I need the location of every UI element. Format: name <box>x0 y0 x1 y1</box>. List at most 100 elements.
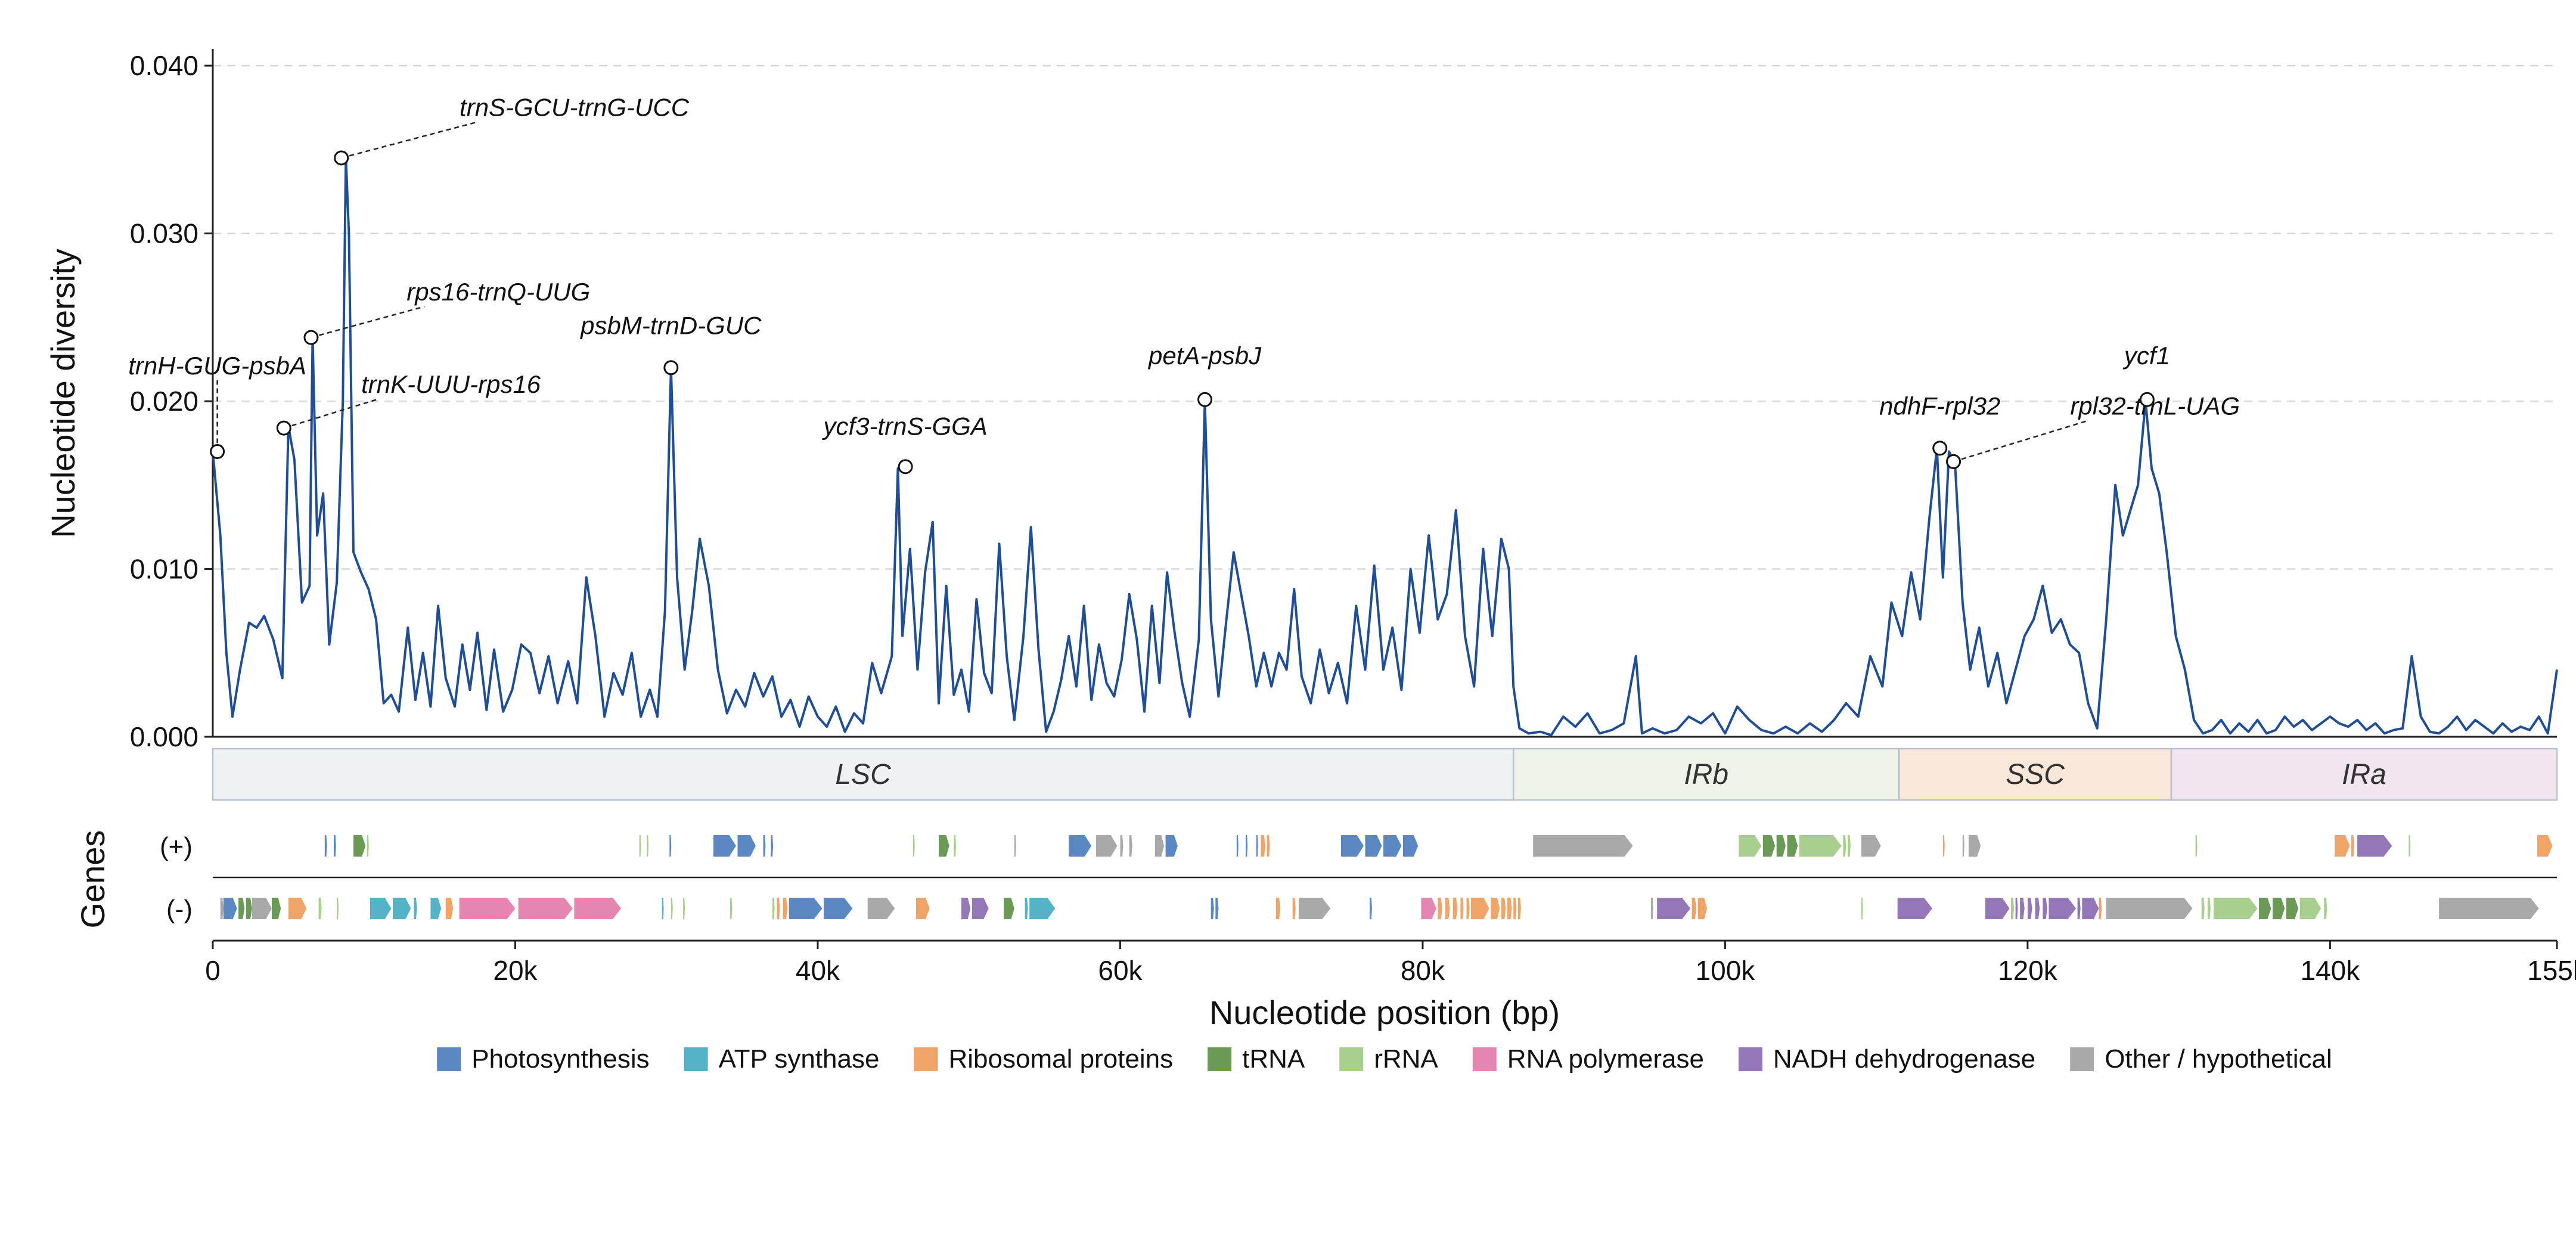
x-tick-label: 40k <box>796 955 840 986</box>
gene-block <box>1292 898 1296 919</box>
gene-block <box>2015 898 2018 919</box>
gene-block <box>1861 835 1881 857</box>
gene-block <box>713 835 736 857</box>
gene-block <box>639 835 641 857</box>
legend-swatch <box>2070 1047 2094 1071</box>
x-tick-label: 20k <box>493 955 538 986</box>
gene-block <box>288 898 307 919</box>
x-tick-label: 0 <box>205 955 221 986</box>
legend-label: rRNA <box>1374 1044 1438 1074</box>
gene-block <box>1501 898 1506 919</box>
gene-block <box>1275 898 1281 919</box>
gene-block <box>1739 835 1762 857</box>
gene-block <box>2082 898 2099 919</box>
gene-block <box>1402 835 1419 857</box>
gene-block <box>1267 835 1270 857</box>
gene-block <box>1421 898 1436 919</box>
gene-block <box>1507 898 1512 919</box>
gene-block <box>318 898 322 919</box>
peak-label: trnK-UUU-rps16 <box>361 370 541 398</box>
y-tick-label: 0.020 <box>130 386 198 417</box>
gene-block <box>771 835 774 857</box>
gene-block <box>1438 898 1442 919</box>
gene-block <box>2020 898 2025 919</box>
peak-marker <box>1932 441 1948 456</box>
gene-block <box>2195 835 2198 857</box>
gene-block <box>1211 898 1214 919</box>
gene-block <box>1365 835 1382 857</box>
peak-leader-line <box>341 121 478 159</box>
legend-label: NADH dehydrogenase <box>1773 1044 2035 1074</box>
legend-swatch <box>1339 1047 1364 1071</box>
peak-marker <box>276 420 291 436</box>
legend-swatch <box>1208 1047 1232 1071</box>
gene-block <box>370 898 392 919</box>
region-label: SSC <box>2006 759 2065 790</box>
gene-block <box>2273 898 2285 919</box>
peak-marker <box>334 150 349 166</box>
gene-block <box>2207 898 2211 919</box>
region-label: IRb <box>1684 759 1728 790</box>
gene-block <box>2537 835 2553 857</box>
gene-block <box>2049 898 2077 919</box>
legend-item: tRNA <box>1208 1044 1305 1074</box>
gene-block <box>913 835 915 857</box>
gene-block <box>972 898 989 919</box>
gene-block <box>1848 835 1851 857</box>
peak-label: ycf1 <box>2122 342 2170 370</box>
gene-block <box>2439 898 2539 919</box>
y-tick-label: 0.030 <box>130 218 198 249</box>
gene-block <box>1460 898 1464 919</box>
x-axis: 0 20k 40k 60k 80k 100k 120k 140k 155k Nucleotide… <box>205 939 2576 1031</box>
x-axis-title: Nucleotide position (bp) <box>1209 994 1560 1031</box>
peak-label: ycf3-trnS-GGA <box>821 412 987 440</box>
legend-item: ATP synthase <box>684 1044 880 1074</box>
gene-block <box>1491 898 1500 919</box>
legend-swatch <box>1472 1047 1497 1071</box>
gene-block <box>1466 898 1470 919</box>
gene-block <box>1215 898 1219 919</box>
gene-block <box>1962 835 1964 857</box>
genome-regions: LSC IRb SSC IRa <box>212 748 2558 801</box>
gene-block <box>1095 835 1118 857</box>
gene-block <box>683 898 685 919</box>
gene-block <box>647 835 649 857</box>
peak-marker <box>1197 392 1213 407</box>
legend-label: Other / hypothetical <box>2105 1044 2332 1074</box>
gene-block <box>223 898 237 919</box>
gene-block <box>238 898 245 919</box>
minus-strand-label: (-) <box>166 895 193 924</box>
legend-label: ATP synthase <box>719 1044 880 1074</box>
gene-block <box>324 835 327 857</box>
gene-block <box>1692 898 1697 919</box>
gene-block <box>1120 835 1123 857</box>
diversity-line <box>212 157 2558 737</box>
legend-item: Other / hypothetical <box>2070 1044 2332 1074</box>
gene-block <box>430 898 442 919</box>
gene-block <box>1985 898 2010 919</box>
region-band <box>1512 748 1900 801</box>
gene-block <box>669 835 672 857</box>
region-band <box>2170 748 2558 801</box>
gene-block <box>2043 898 2047 919</box>
gene-block <box>763 835 766 857</box>
gene-block <box>1029 898 1056 919</box>
gene-block <box>2357 835 2392 857</box>
gene-block <box>1370 898 1372 919</box>
gene-block <box>220 898 224 919</box>
legend: Photosynthesis ATP synthase Ribosomal prot… <box>437 1044 2332 1074</box>
gene-block <box>1697 898 1707 919</box>
gene-block <box>1340 835 1364 857</box>
gene-block <box>671 898 673 919</box>
y-tick-label: 0.000 <box>130 721 198 752</box>
gene-block <box>2106 898 2193 919</box>
gene-block <box>1942 835 1945 857</box>
gene-block <box>1236 835 1239 857</box>
gene-block <box>367 835 369 857</box>
gene-block <box>1762 835 1776 857</box>
x-tick-label: 155k <box>2527 955 2576 986</box>
gene-block <box>772 898 775 919</box>
gene-block <box>2201 898 2205 919</box>
legend-label: Ribosomal proteins <box>949 1044 1174 1074</box>
